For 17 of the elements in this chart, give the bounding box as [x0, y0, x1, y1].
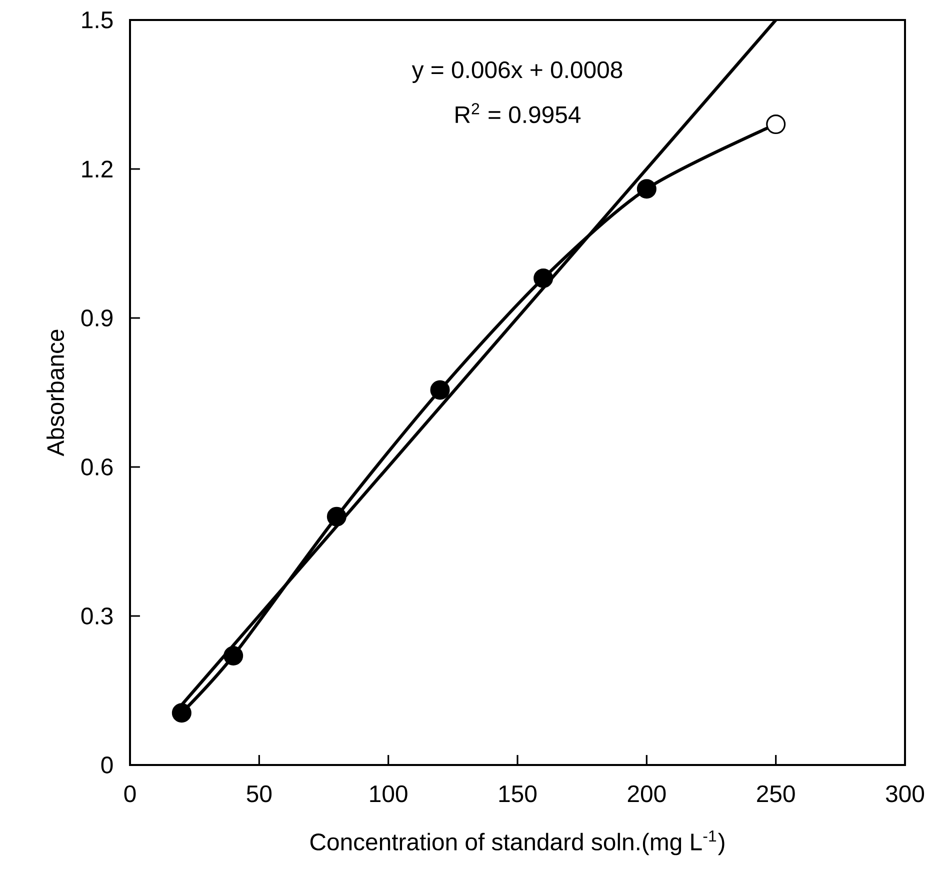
y-tick-label: 0 — [101, 756, 113, 774]
x-tick-label: 250 — [757, 785, 795, 802]
x-tick-label: 300 — [886, 785, 924, 802]
x-axis-title: Concentration of standard soln.(mg L$^{-1}$) — [310, 830, 724, 856]
x-tick-label: 200 — [628, 785, 666, 802]
annotation: y = 0.006x + 0.0008 — [412, 61, 622, 83]
x-tick-label: 150 — [499, 785, 537, 802]
x-tick-label: 50 — [246, 785, 272, 802]
y-tick-label: 1.5 — [82, 12, 113, 28]
annotation: R$^{2}$ = 0.9954 — [456, 103, 581, 124]
y-axis-title: Absorbance — [46, 330, 64, 456]
x-tick-label: 0 — [124, 785, 136, 802]
y-tick-label: 1.2 — [82, 160, 112, 178]
y-tick-label: 0.3 — [81, 608, 113, 624]
x-tick-label: 100 — [370, 785, 408, 802]
y-tick-label: 0.9 — [81, 310, 113, 326]
y-tick-label: 0.6 — [81, 458, 113, 476]
